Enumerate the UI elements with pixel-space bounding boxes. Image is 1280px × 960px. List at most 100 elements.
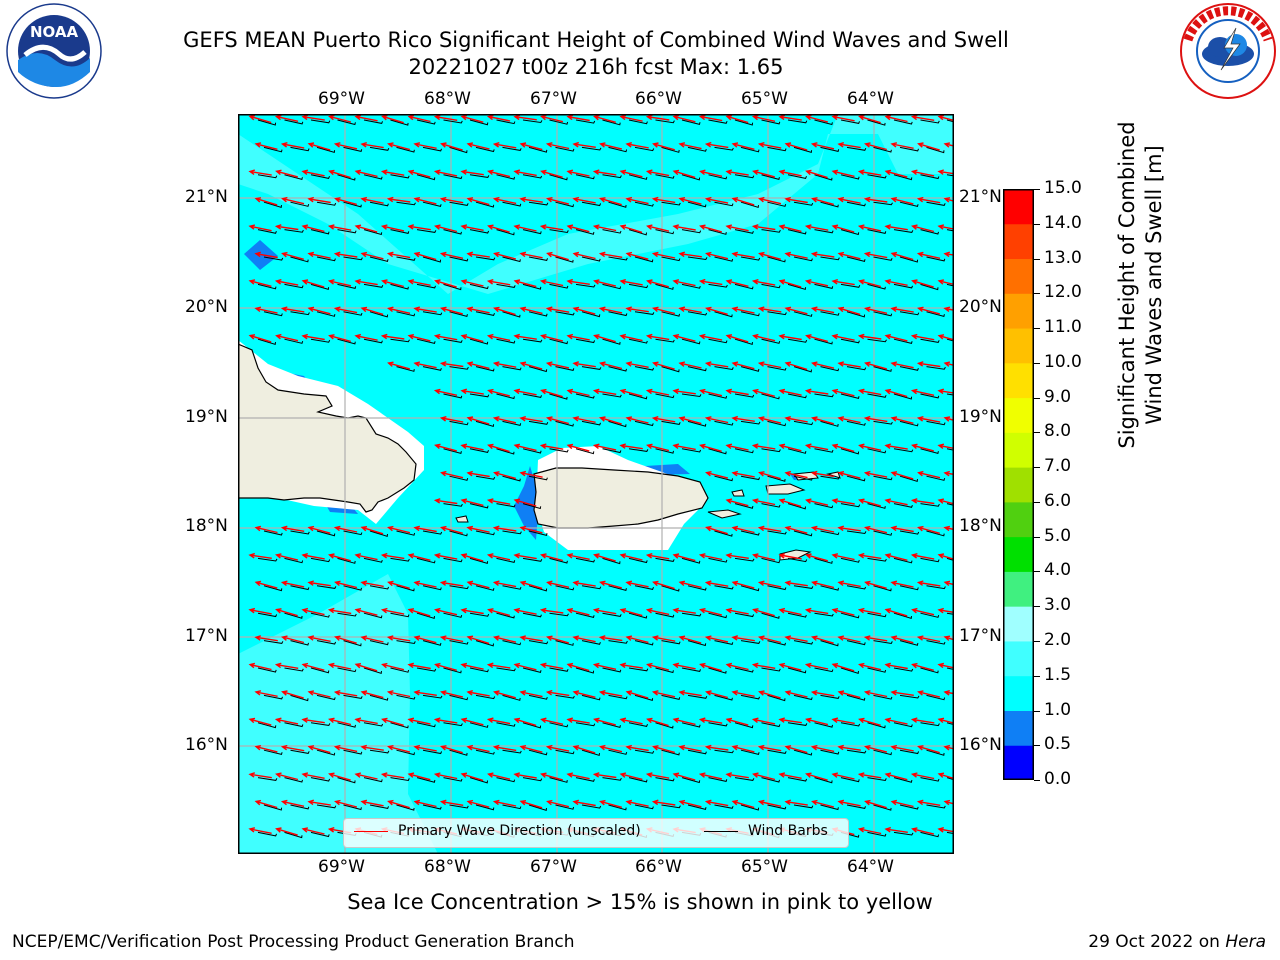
wind-barb — [475, 256, 496, 261]
wind-barb — [873, 749, 892, 756]
wave-direction-arrow — [619, 279, 643, 286]
wind-barb — [628, 229, 647, 236]
wave-direction-arrow — [917, 745, 940, 754]
wind-barb — [740, 640, 761, 644]
wind-barb — [290, 585, 310, 591]
wave-direction-arrow — [248, 334, 272, 343]
wind-barb — [608, 585, 627, 592]
wave-direction-arrow — [539, 443, 564, 450]
wave-direction-arrow — [645, 553, 670, 560]
wind-barb — [926, 804, 946, 809]
wave-direction-arrow — [572, 580, 596, 587]
wave-direction-arrow — [460, 498, 484, 507]
wave-direction-arrow — [778, 553, 802, 560]
wave-direction-arrow — [466, 306, 490, 314]
wave-direction-arrow — [546, 416, 569, 425]
wind-barb — [522, 722, 542, 729]
wind-barb — [502, 749, 522, 754]
wind-barb — [846, 366, 867, 371]
wave-direction-arrow — [725, 717, 749, 726]
wave-direction-arrow — [492, 799, 517, 807]
wave-direction-arrow — [864, 799, 887, 809]
wave-direction-arrow — [725, 498, 749, 507]
wind-barb — [767, 694, 786, 702]
wind-barb — [846, 749, 867, 754]
wind-barb — [469, 667, 489, 673]
wind-barb — [920, 119, 940, 124]
wave-direction-arrow — [652, 580, 675, 590]
wave-direction-arrow — [917, 525, 940, 534]
wave-direction-arrow — [519, 251, 543, 259]
wave-direction-arrow — [328, 334, 351, 343]
wind-barb — [840, 722, 861, 727]
wave-direction-arrow — [651, 196, 676, 204]
wave-direction-arrow — [248, 607, 272, 615]
chart-title: GEFS MEAN Puerto Rico Significant Height… — [183, 28, 1009, 52]
wind-barb — [708, 283, 728, 288]
wind-barb — [655, 119, 675, 124]
wind-barb — [310, 174, 330, 179]
wave-direction-arrow — [439, 196, 464, 204]
wave-direction-arrow — [910, 169, 935, 177]
wind-barb — [793, 256, 813, 262]
wave-direction-arrow — [433, 333, 458, 341]
wind-barb — [555, 366, 575, 371]
lat-label-left-20n: 20°N — [185, 297, 228, 317]
wind-barb — [502, 420, 522, 426]
wind-barb — [496, 667, 516, 672]
wind-barb — [363, 229, 383, 236]
wind-barb — [337, 283, 357, 289]
wind-barb — [687, 640, 707, 647]
colorbar-band — [1003, 571, 1034, 607]
wave-direction-arrow — [625, 361, 649, 368]
wave-direction-arrow — [327, 279, 352, 287]
wind-barb — [628, 393, 648, 400]
wave-direction-arrow — [275, 608, 298, 617]
colorbar-tick-label: 9.0 — [1044, 386, 1072, 407]
wave-direction-arrow — [254, 580, 278, 589]
wave-direction-arrow — [884, 114, 908, 123]
wind-barb — [443, 119, 463, 124]
wind-barb — [655, 174, 675, 179]
wind-barb — [575, 283, 596, 288]
wind-barb — [840, 612, 860, 619]
wind-barb — [661, 585, 680, 592]
wind-barb — [681, 667, 701, 672]
colorbar-band — [1003, 258, 1034, 294]
wind-barb — [608, 694, 628, 700]
wave-direction-arrow — [625, 142, 649, 149]
wave-direction-arrow — [599, 197, 622, 206]
wave-direction-arrow — [540, 388, 563, 398]
wind-barb — [522, 777, 543, 782]
wind-barb — [899, 585, 919, 591]
wind-barb — [422, 366, 442, 371]
wind-barb — [390, 612, 410, 618]
wave-direction-arrow — [254, 690, 278, 697]
wind-barb — [767, 420, 787, 427]
colorbar-tick-mark — [1034, 223, 1040, 225]
wind-barb — [873, 475, 893, 481]
wave-direction-arrow — [884, 717, 908, 725]
wind-barb — [920, 393, 940, 399]
wind-barb — [840, 393, 860, 400]
wind-barb — [310, 612, 330, 618]
wave-direction-arrow — [916, 416, 941, 423]
wave-direction-arrow — [911, 662, 934, 671]
wave-direction-arrow — [757, 142, 782, 149]
wave-direction-arrow — [254, 799, 278, 809]
wave-direction-arrow — [539, 279, 564, 287]
wave-direction-arrow — [831, 224, 855, 233]
wind-barb — [502, 201, 522, 207]
wind-barb — [926, 201, 946, 206]
wind-barb — [575, 667, 595, 674]
wind-barb — [337, 119, 356, 126]
wave-direction-arrow — [433, 114, 458, 121]
wave-direction-arrow — [810, 525, 835, 533]
wave-direction-arrow — [890, 689, 914, 696]
wind-barb — [655, 612, 675, 618]
wave-direction-arrow — [381, 717, 404, 726]
wind-barb — [899, 475, 918, 482]
wind-barb — [761, 229, 781, 233]
wind-barb — [820, 694, 840, 699]
wind-barb — [469, 448, 489, 453]
